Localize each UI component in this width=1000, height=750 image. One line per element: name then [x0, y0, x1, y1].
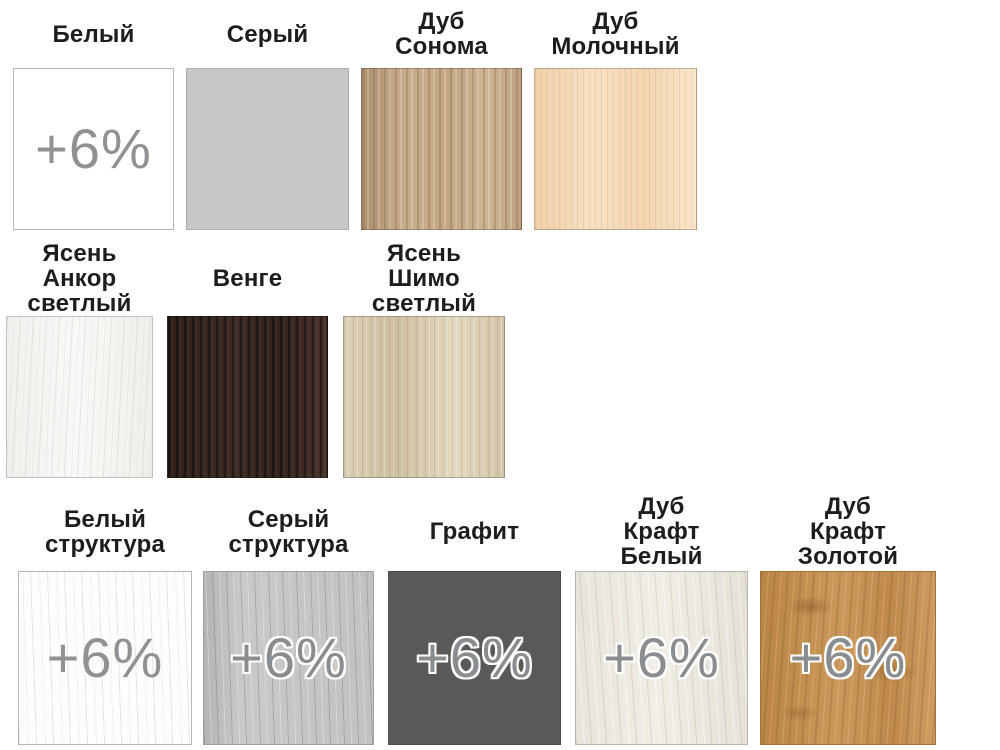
swatch-label: Ясень Шимо светлый: [371, 239, 477, 317]
swatch-oak-sonoma[interactable]: [361, 68, 522, 230]
surcharge-badge: +6%: [46, 626, 164, 689]
swatch-white-texture[interactable]: +6%: [18, 571, 192, 745]
swatch-oak-craft-white[interactable]: +6%: [575, 571, 748, 745]
swatch-cell: Дуб Сонома: [361, 0, 522, 230]
swatch-label: Белый: [52, 20, 135, 48]
swatch-wenge[interactable]: [167, 316, 328, 478]
swatch-cell: Ясень Шимо светлый: [343, 240, 505, 478]
swatch-oak-craft-gold[interactable]: +6%: [760, 571, 936, 745]
swatch-cell: Графит +6%: [388, 492, 561, 745]
swatch-label: Дуб Сонома: [395, 8, 488, 60]
swatch-cell: Серый структура +6%: [203, 492, 374, 745]
swatch-graphite[interactable]: +6%: [388, 571, 561, 745]
swatch-label: Дуб Крафт Белый: [620, 493, 703, 570]
swatch-label: Серый: [226, 20, 309, 48]
swatch-label: Венге: [212, 264, 283, 292]
swatch-oak-milky[interactable]: [534, 68, 697, 230]
swatch-label: Графит: [429, 518, 520, 545]
swatch-white[interactable]: +6%: [13, 68, 174, 230]
swatch-label: Дуб Крафт Золотой: [797, 493, 899, 570]
swatch-cell: Дуб Крафт Золотой +6%: [760, 492, 936, 745]
swatch-gray[interactable]: [186, 68, 349, 230]
swatch-cell: Венге: [167, 240, 328, 478]
swatch-cell: Дуб Крафт Белый +6%: [575, 492, 748, 745]
swatch-gray-texture[interactable]: +6%: [203, 571, 374, 745]
surcharge-badge: +6%: [230, 626, 347, 689]
surcharge-badge: +6%: [416, 626, 533, 689]
swatch-label: Белый структура: [45, 505, 165, 558]
swatch-cell: Ясень Анкор светлый: [6, 240, 153, 478]
swatch-cell: Белый структура +6%: [18, 492, 192, 745]
swatch-label: Дуб Молочный: [551, 8, 680, 60]
swatch-cell: Белый +6%: [13, 0, 174, 230]
surcharge-badge: +6%: [603, 626, 720, 689]
surcharge-badge: +6%: [789, 626, 907, 689]
swatch-ash-shimo-light[interactable]: [343, 316, 505, 478]
swatch-ash-anchor-light[interactable]: [6, 316, 153, 478]
swatch-cell: Серый: [186, 0, 349, 230]
swatch-label: Серый структура: [228, 505, 349, 558]
surcharge-badge: +6%: [35, 117, 152, 180]
swatch-label: Ясень Анкор светлый: [27, 239, 132, 317]
swatch-cell: Дуб Молочный: [534, 0, 697, 230]
